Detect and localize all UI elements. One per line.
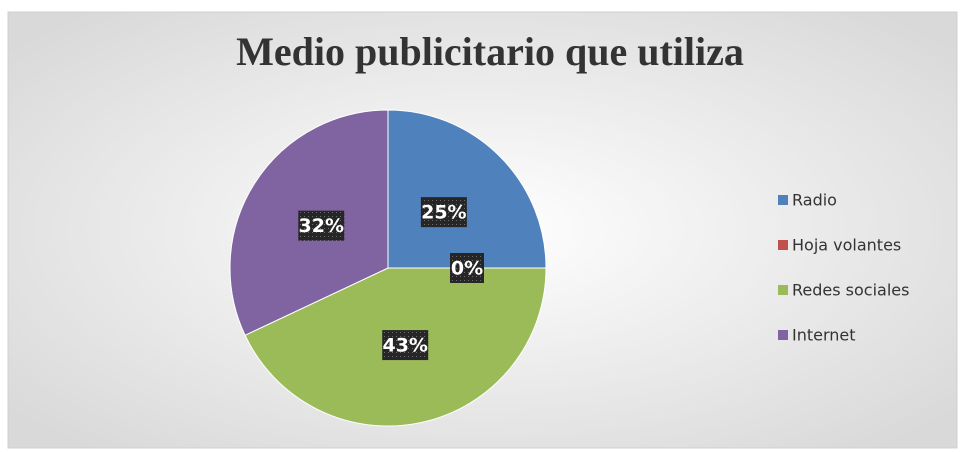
- data-label: 43%: [382, 335, 427, 357]
- data-label-box: [382, 330, 429, 361]
- legend-label: Hoja volantes: [792, 236, 901, 255]
- data-label-box: [450, 253, 484, 283]
- chart-title: Medio publicitario que utiliza: [236, 29, 744, 74]
- data-label: 0%: [451, 258, 483, 280]
- legend-label: Internet: [792, 326, 856, 345]
- legend-swatch: [778, 195, 788, 205]
- legend-swatch: [778, 285, 788, 295]
- legend-label: Radio: [792, 191, 837, 210]
- data-label: 25%: [421, 202, 466, 224]
- legend-label: Redes sociales: [792, 281, 909, 300]
- data-label-box: [420, 197, 467, 228]
- legend-swatch: [778, 330, 788, 340]
- data-label-box: [298, 210, 345, 241]
- pie-slice: [387, 109, 547, 269]
- legend-swatch: [778, 240, 788, 250]
- data-label: 32%: [299, 215, 344, 237]
